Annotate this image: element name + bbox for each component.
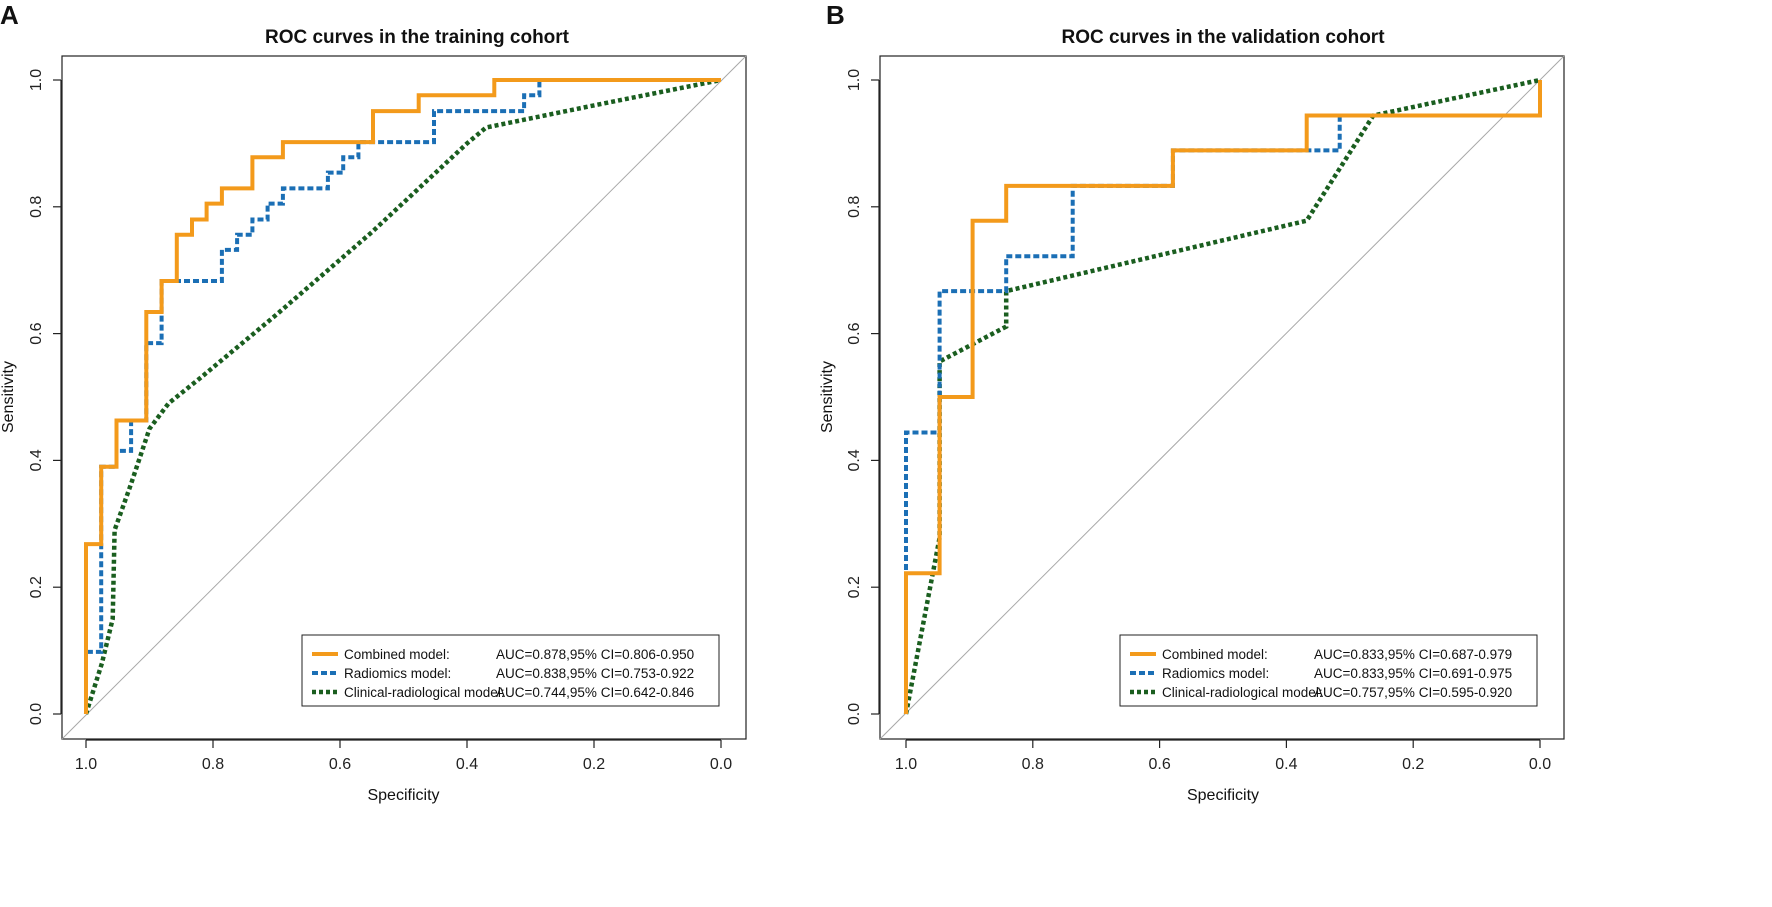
combined-model-curve — [84, 78, 721, 714]
x-axis-label: Specificity — [1187, 787, 1259, 804]
legend-entry-auc: AUC=0.838,95% CI=0.753-0.922 — [496, 666, 694, 681]
x-tick-label: 0.6 — [329, 756, 351, 773]
legend: Combined model: AUC=0.833,95% CI=0.687-0.… — [1119, 634, 1538, 707]
x-tick-label: 0.6 — [1148, 756, 1170, 773]
y-tick-label: 0.8 — [846, 196, 863, 218]
legend-entry-name: Combined model: — [344, 647, 450, 662]
x-tick-label: 1.0 — [75, 756, 97, 773]
y-tick-label: 0.0 — [846, 703, 863, 725]
legend-entry-auc: AUC=0.833,95% CI=0.687-0.979 — [1314, 647, 1512, 662]
legend-entry-name: Clinical-radiological model: — [344, 685, 505, 700]
y-axis-label: Sensitivity — [819, 361, 836, 433]
y-tick-label: 0.4 — [28, 449, 45, 471]
combined-model-curve — [904, 80, 1542, 714]
x-tick-label: 0.8 — [202, 756, 224, 773]
x-tick-label: 0.4 — [1275, 756, 1297, 773]
legend-entry-name: Combined model: — [1162, 647, 1268, 662]
x-tick-label: 0.4 — [456, 756, 478, 773]
x-tick-label: 0.0 — [1529, 756, 1551, 773]
legend-entry-auc: AUC=0.757,95% CI=0.595-0.920 — [1314, 685, 1512, 700]
radiomics-model-curve — [84, 78, 721, 714]
x-tick-label: 0.2 — [1402, 756, 1424, 773]
legend-box — [1119, 634, 1538, 707]
y-tick-label: 0.2 — [28, 576, 45, 598]
y-tick-label: 0.4 — [846, 449, 863, 471]
legend-entry-auc: AUC=0.833,95% CI=0.691-0.975 — [1314, 666, 1512, 681]
x-tick-label: 0.2 — [583, 756, 605, 773]
legend: Combined model: AUC=0.878,95% CI=0.806-0.… — [301, 634, 720, 707]
y-tick-label: 0.0 — [28, 703, 45, 725]
x-tick-label: 1.0 — [895, 756, 917, 773]
legend-entry-name: Radiomics model: — [1162, 666, 1269, 681]
plot-frame — [879, 55, 1565, 740]
legend-box — [301, 634, 720, 707]
x-tick-label: 0.8 — [1022, 756, 1044, 773]
clinical-radiological-model-curve — [83, 77, 722, 715]
y-tick-label: 0.6 — [846, 322, 863, 344]
chart-title: ROC curves in the validation cohort — [1061, 27, 1385, 48]
chart-title: ROC curves in the training cohort — [265, 27, 570, 48]
y-tick-label: 0.8 — [28, 196, 45, 218]
clinical-radiological-model-curve — [903, 77, 1541, 715]
reference-diagonal — [879, 55, 1565, 740]
legend-entry-name: Radiomics model: — [344, 666, 451, 681]
panel-letter: B — [826, 0, 845, 30]
legend-entry-auc: AUC=0.744,95% CI=0.642-0.846 — [496, 685, 694, 700]
x-axis-label: Specificity — [367, 787, 439, 804]
y-tick-label: 1.0 — [28, 69, 45, 91]
y-tick-label: 0.6 — [28, 322, 45, 344]
plot-frame — [61, 55, 747, 740]
panel-b-validation-roc: B ROC curves in the validation cohort 1.0 0… — [819, 0, 1565, 804]
y-tick-label: 1.0 — [846, 69, 863, 91]
reference-diagonal — [61, 55, 747, 740]
legend-entry-auc: AUC=0.878,95% CI=0.806-0.950 — [496, 647, 694, 662]
y-axis-label: Sensitivity — [0, 361, 17, 433]
panel-letter: A — [0, 0, 19, 30]
x-tick-label: 0.0 — [710, 756, 732, 773]
y-tick-label: 0.2 — [846, 576, 863, 598]
legend-entry-name: Clinical-radiological model: — [1162, 685, 1323, 700]
panel-a-training-roc: A ROC curves in the training cohort 1.0 0.8… — [0, 0, 747, 804]
